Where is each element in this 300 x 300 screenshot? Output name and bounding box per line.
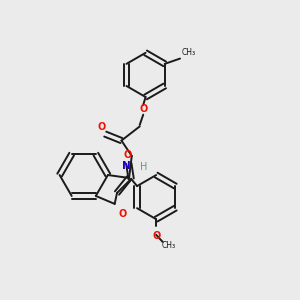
Text: CH₃: CH₃ xyxy=(181,48,195,57)
Text: O: O xyxy=(123,150,131,160)
Text: N: N xyxy=(122,160,131,171)
Text: O: O xyxy=(118,209,127,219)
Text: O: O xyxy=(139,104,147,114)
Text: O: O xyxy=(98,122,106,132)
Text: CH₃: CH₃ xyxy=(161,241,176,250)
Text: O: O xyxy=(152,231,160,241)
Text: H: H xyxy=(140,162,147,172)
